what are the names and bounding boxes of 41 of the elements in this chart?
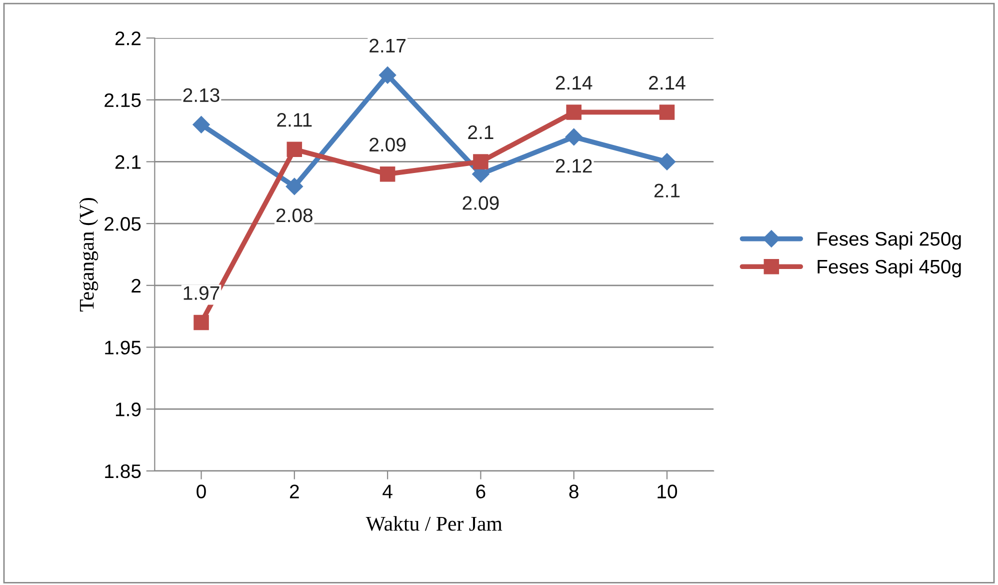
point (473, 154, 488, 170)
point (380, 166, 396, 182)
point (566, 104, 582, 120)
point (286, 178, 303, 195)
data-label: 2.14 (649, 76, 686, 90)
data-label: 2.13 (183, 88, 220, 102)
x-tick-label: 10 (658, 484, 678, 498)
legend-label: Feses Sapi 250g (818, 231, 961, 250)
data-label: 1.97 (184, 286, 220, 300)
x-tick-label: 8 (569, 484, 578, 498)
point (379, 66, 396, 84)
data-label: 2.12 (556, 158, 592, 173)
x-tick-label: 4 (382, 484, 392, 498)
y-tick-label: 2.05 (104, 217, 141, 231)
data-label: 2.08 (276, 208, 312, 222)
point (192, 116, 210, 134)
y-axis-title: Tegangan (V) (79, 198, 98, 312)
data-label: 2.14 (556, 76, 592, 90)
y-tick-label: 2.2 (115, 31, 141, 46)
x-tick-label: 6 (476, 484, 486, 498)
point (565, 128, 582, 146)
data-label: 2.09 (370, 138, 406, 152)
data-label: 2.09 (462, 196, 499, 210)
x-tick-label: 2 (290, 484, 299, 498)
x-axis-title: Waktu / Per Jam (366, 516, 502, 531)
y-tick-label: 2.15 (104, 93, 141, 108)
legend-label: Feses Sapi 450g (818, 259, 961, 278)
data-label: 2.1 (654, 184, 680, 198)
x-tick-label: 0 (196, 484, 206, 498)
data-label: 2.11 (277, 113, 312, 127)
y-tick-label: 2 (132, 278, 141, 292)
point (659, 104, 675, 120)
y-tick-label: 1.95 (105, 340, 141, 354)
y-tick-label: 1.9 (116, 402, 141, 416)
data-label: 2.1 (468, 125, 494, 139)
y-tick-label: 2.1 (115, 155, 141, 169)
y-tick-label: 1.85 (105, 464, 141, 478)
point (658, 153, 676, 170)
point (194, 314, 209, 330)
point (286, 142, 302, 157)
data-label: 2.17 (370, 38, 406, 52)
